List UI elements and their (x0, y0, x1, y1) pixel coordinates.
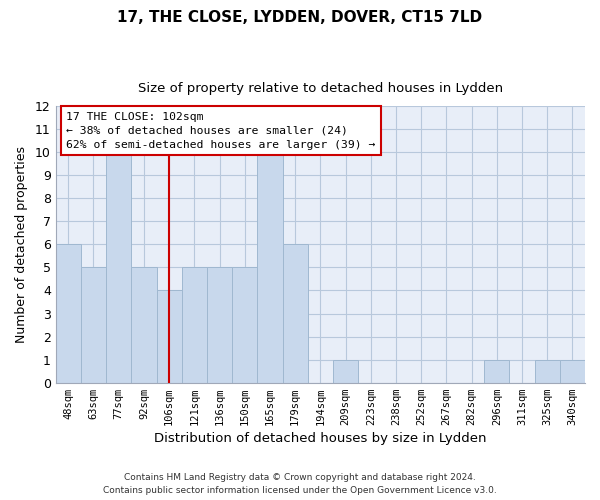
Bar (560, 360, 585, 382)
Bar (484, 360, 509, 382)
Text: 17 THE CLOSE: 102sqm
← 38% of detached houses are smaller (24)
62% of semi-detac: 17 THE CLOSE: 102sqm ← 38% of detached h… (66, 112, 376, 150)
Bar (535, 360, 560, 382)
X-axis label: Distribution of detached houses by size in Lydden: Distribution of detached houses by size … (154, 432, 487, 445)
Bar (56, 244, 81, 382)
Text: 17, THE CLOSE, LYDDEN, DOVER, CT15 7LD: 17, THE CLOSE, LYDDEN, DOVER, CT15 7LD (118, 10, 482, 25)
Bar (283, 244, 308, 382)
Bar (131, 268, 157, 382)
Title: Size of property relative to detached houses in Lydden: Size of property relative to detached ho… (138, 82, 503, 95)
Bar (333, 360, 358, 382)
Bar (232, 268, 257, 382)
Bar (81, 268, 106, 382)
Y-axis label: Number of detached properties: Number of detached properties (15, 146, 28, 343)
Bar (207, 268, 232, 382)
Bar (257, 152, 283, 382)
Bar (106, 152, 131, 382)
Text: Contains HM Land Registry data © Crown copyright and database right 2024.
Contai: Contains HM Land Registry data © Crown c… (103, 474, 497, 495)
Bar (157, 290, 182, 382)
Bar (182, 268, 207, 382)
